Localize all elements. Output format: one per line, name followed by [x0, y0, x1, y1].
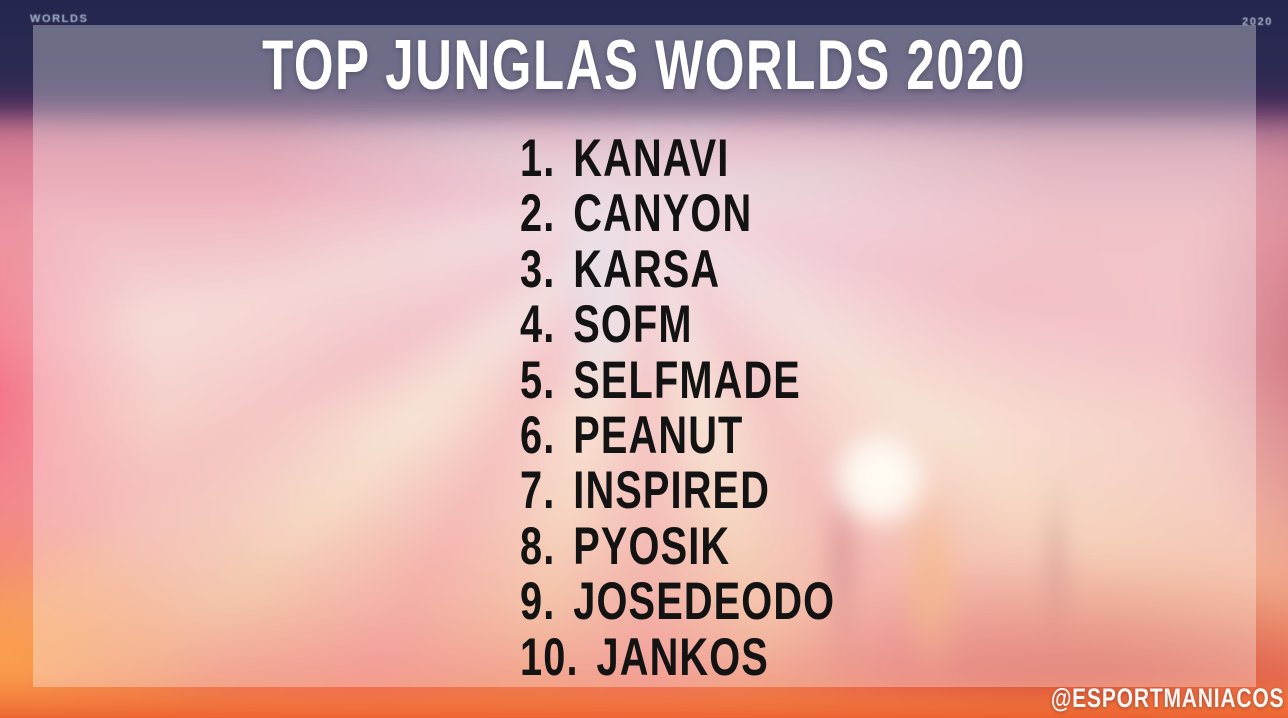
rank-number: 1. [520, 129, 556, 188]
player-name: SELFMADE [573, 350, 801, 410]
player-name: PYOSIK [573, 516, 731, 576]
player-name: CANYON [573, 184, 753, 244]
list-item: 8. PYOSIK [520, 519, 835, 574]
player-name: KARSA [573, 239, 721, 299]
rank-number: 5. [520, 350, 556, 410]
list-item: 7. INSPIRED [520, 463, 835, 518]
list-item: 6. PEANUT [520, 408, 835, 463]
player-name: INSPIRED [573, 461, 771, 521]
list-item: 3. KARSA [520, 242, 835, 297]
player-name: JANKOS [596, 627, 769, 687]
rank-number: 2. [520, 184, 556, 244]
rank-number: 10. [520, 627, 579, 687]
player-name: JOSEDEODO [573, 572, 836, 632]
ranking-list: 1. KANAVI 2. CANYON 3. KARSA 4. SOFM 5. SELFM… [520, 131, 940, 685]
rank-number: 4. [520, 295, 556, 355]
player-name: PEANUT [573, 405, 744, 465]
rank-number: 3. [520, 239, 556, 299]
player-name: SOFM [573, 295, 693, 355]
list-item: 2. CANYON [520, 186, 835, 241]
list-item: 5. SELFMADE [520, 350, 835, 410]
rank-number: 9. [520, 572, 556, 632]
translucent-overlay [33, 25, 1256, 687]
list-item: 10. JANKOS [520, 627, 835, 687]
rank-number: 6. [520, 405, 556, 465]
background-year-label: 2020 [1242, 16, 1273, 28]
background-worlds-label: WORLDS [30, 13, 89, 25]
rank-number: 7. [520, 461, 556, 521]
list-item: 4. SOFM [520, 297, 835, 352]
rank-number: 8. [520, 516, 556, 576]
page-title: TOP JUNGLAS WORLDS 2020 [262, 25, 1026, 105]
list-item: 1. KANAVI [520, 131, 835, 186]
watermark: @ESPORTMANIACOS [1050, 683, 1284, 713]
player-name: KANAVI [573, 129, 730, 188]
list-item: 9. JOSEDEODO [520, 574, 835, 629]
